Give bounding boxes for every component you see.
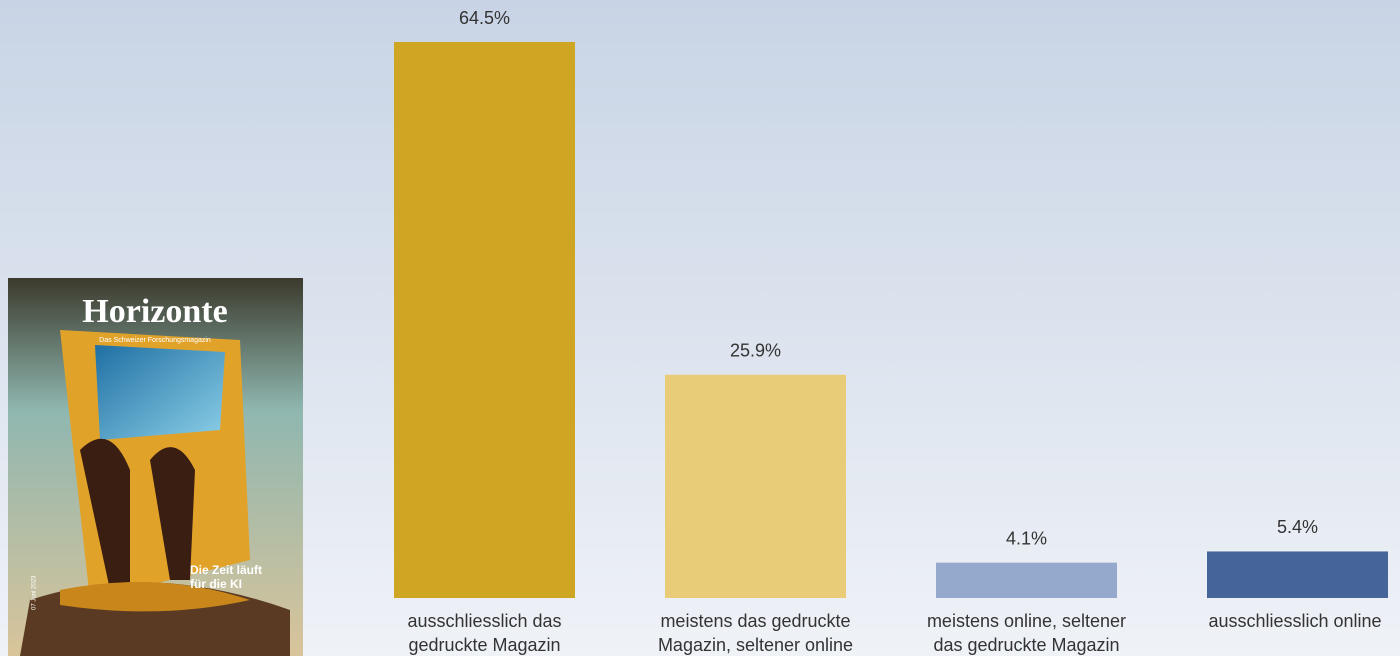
magazine-cover: Horizonte Das Schweizer Forschungsmagazi… bbox=[8, 278, 303, 656]
cover-subtitle: Das Schweizer Forschungsmagazin bbox=[99, 337, 211, 344]
x-tick-label: ausschliesslich online bbox=[1208, 611, 1381, 631]
bar bbox=[1207, 551, 1388, 598]
x-tick-label: meistens online, seltener bbox=[927, 611, 1126, 631]
bar bbox=[394, 42, 575, 598]
x-tick-label: ausschliesslich das bbox=[407, 611, 561, 631]
x-tick-label: das gedruckte Magazin bbox=[933, 635, 1119, 655]
bar bbox=[936, 563, 1117, 598]
chart: Horizonte Das Schweizer Forschungsmagazi… bbox=[0, 0, 1400, 656]
cover-headline: für die KI bbox=[190, 577, 242, 591]
page: Horizonte Das Schweizer Forschungsmagazi… bbox=[0, 0, 1400, 656]
value-label: 25.9% bbox=[730, 340, 781, 360]
cover-issue: 07 Juni 2023 bbox=[32, 575, 38, 610]
cover-title: Horizonte bbox=[82, 293, 227, 330]
value-label: 5.4% bbox=[1277, 517, 1318, 537]
cover-headline: Die Zeit läuft bbox=[190, 563, 262, 577]
bar bbox=[665, 375, 846, 598]
x-tick-label: gedruckte Magazin bbox=[408, 635, 560, 655]
value-label: 4.1% bbox=[1006, 528, 1047, 548]
x-tick-label: meistens das gedruckte bbox=[660, 611, 850, 631]
x-tick-label: Magazin, seltener online bbox=[658, 635, 853, 655]
value-label: 64.5% bbox=[459, 8, 510, 28]
